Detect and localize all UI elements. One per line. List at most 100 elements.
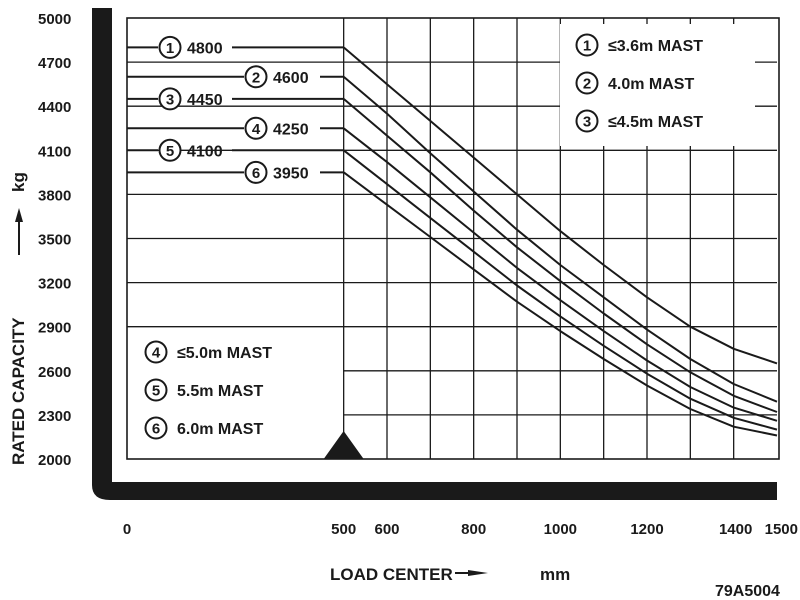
legend-badge-1: 1 — [575, 33, 599, 57]
mast-legend: 1 ≤3.6m MAST 2 4.0m MAST 3 ≤4.5m MAST 4 ≤5.0m M… — [135, 24, 755, 450]
series-badge-5: 5 — [158, 138, 182, 162]
series-badge-4: 4 — [244, 116, 268, 140]
drawing-code: 79A5004 — [715, 583, 780, 600]
series-number: 1 — [166, 40, 174, 57]
legend-item-1: 1 ≤3.6m MAST — [575, 33, 703, 57]
series-number: 2 — [252, 69, 260, 86]
legend-top: 1 ≤3.6m MAST 2 4.0m MAST 3 ≤4.5m MAST — [560, 24, 755, 146]
x-tick-label: 1500 — [765, 521, 798, 538]
number-circle-icon — [575, 109, 599, 133]
capacity-curves — [343, 46, 778, 437]
series-number: 2 — [583, 76, 591, 93]
series-number: 4 — [152, 345, 161, 362]
y-tick-label: 2900 — [38, 320, 71, 337]
series-number: 3 — [583, 114, 591, 131]
legend-label: 5.5m MAST — [177, 383, 263, 400]
x-tick-label: 500 — [331, 521, 356, 538]
y-tick-label: 4400 — [38, 99, 71, 116]
y-tick-label: 3800 — [38, 187, 71, 204]
x-tick-label: 0 — [123, 521, 131, 538]
y-axis-title: RATED CAPACITY — [9, 317, 28, 465]
y-tick-label: 2000 — [38, 452, 71, 469]
legend-badge-6: 6 — [144, 416, 168, 440]
y-tick-label: 3500 — [38, 232, 71, 249]
curve-series-1 — [343, 46, 778, 365]
number-circle-icon — [144, 340, 168, 364]
series-badge-2: 2 — [244, 65, 268, 89]
axis-labels: 2000230026002900320035003800410044004700… — [15, 11, 798, 576]
legend-label: 4.0m MAST — [608, 76, 694, 93]
y-tick-label: 3200 — [38, 276, 71, 293]
x-tick-label: 1000 — [544, 521, 577, 538]
rated-capacity-labels: 1 4800 2 4600 3 4450 4 4250 5 4100 6 3950 — [127, 35, 344, 184]
number-circle-icon — [158, 87, 182, 111]
y-tick-label: 4700 — [38, 55, 71, 72]
chart-frame — [92, 8, 780, 500]
x-axis-unit: mm — [540, 565, 570, 584]
curve-series-4 — [343, 127, 778, 422]
rated-capacity-4: 4 4250 — [127, 116, 344, 140]
series-badge-1: 1 — [158, 35, 182, 59]
x-tick-label: 1200 — [630, 521, 663, 538]
legend-item-6: 6 6.0m MAST — [144, 416, 263, 440]
y-arrow-icon — [15, 208, 23, 222]
curve-series-3 — [343, 98, 778, 413]
rated-capacity-value: 4800 — [187, 40, 223, 57]
legend-item-5: 5 5.5m MAST — [144, 378, 263, 402]
frame-bottom-bar — [92, 470, 777, 500]
series-number: 1 — [583, 38, 591, 55]
legend-badge-2: 2 — [575, 71, 599, 95]
series-badge-3: 3 — [158, 87, 182, 111]
legend-badge-5: 5 — [144, 378, 168, 402]
legend-badge-3: 3 — [575, 109, 599, 133]
legend-label: ≤5.0m MAST — [177, 345, 272, 362]
rated-capacity-value: 4250 — [273, 121, 309, 138]
number-circle-icon — [575, 33, 599, 57]
rated-capacity-value: 4450 — [187, 92, 223, 109]
legend-item-4: 4 ≤5.0m MAST — [144, 340, 272, 364]
rated-capacity-3: 3 4450 — [127, 87, 344, 111]
series-number: 6 — [152, 421, 160, 438]
number-circle-icon — [144, 378, 168, 402]
frame-left-bar — [92, 8, 112, 482]
legend-label: 6.0m MAST — [177, 421, 263, 438]
y-axis-unit: kg — [9, 172, 28, 192]
legend-badge-4: 4 — [144, 340, 168, 364]
number-circle-icon — [158, 138, 182, 162]
rated-capacity-5: 5 4100 — [127, 138, 344, 162]
number-circle-icon — [158, 35, 182, 59]
series-number: 5 — [166, 143, 174, 160]
curve-series-5 — [343, 149, 778, 431]
series-badge-6: 6 — [244, 160, 268, 184]
y-tick-label: 5000 — [38, 11, 71, 28]
number-circle-icon — [244, 116, 268, 140]
rated-capacity-1: 1 4800 — [127, 35, 344, 59]
number-circle-icon — [144, 416, 168, 440]
rated-capacity-value: 3950 — [273, 165, 309, 182]
rated-capacity-value: 4600 — [273, 70, 309, 87]
legend-item-2: 2 4.0m MAST — [575, 71, 694, 95]
legend-label: ≤3.6m MAST — [608, 38, 703, 55]
rated-capacity-6: 6 3950 — [127, 160, 344, 184]
series-number: 3 — [166, 91, 174, 108]
y-tick-label: 4100 — [38, 143, 71, 160]
x-tick-label: 600 — [374, 521, 399, 538]
x-arrow-icon — [468, 570, 488, 576]
number-circle-icon — [244, 65, 268, 89]
curve-series-6 — [343, 171, 778, 437]
curve-series-2 — [343, 76, 778, 403]
x-tick-label: 800 — [461, 521, 486, 538]
rated-capacity-value: 4100 — [187, 143, 223, 160]
x-axis-title: LOAD CENTER — [330, 565, 453, 584]
number-circle-icon — [575, 71, 599, 95]
series-number: 6 — [252, 165, 260, 182]
series-number: 5 — [152, 383, 160, 400]
rated-capacity-2: 2 4600 — [127, 65, 344, 89]
series-number: 4 — [252, 121, 261, 138]
y-tick-label: 2600 — [38, 364, 71, 381]
y-tick-label: 2300 — [38, 408, 71, 425]
x-tick-label: 1400 — [719, 521, 752, 538]
legend-bottom: 4 ≤5.0m MAST 5 5.5m MAST 6 6.0m MAST — [135, 332, 325, 450]
legend-item-3: 3 ≤4.5m MAST — [575, 109, 703, 133]
